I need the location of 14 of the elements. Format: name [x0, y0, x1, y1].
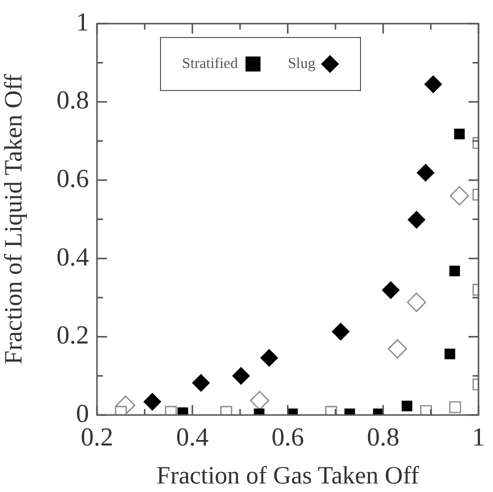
y-tick-label: 1 [76, 7, 89, 36]
legend-label: Slug [288, 56, 316, 72]
y-tick-label: 0.8 [56, 86, 89, 115]
y-tick-label: 0.2 [56, 320, 89, 350]
x-tick-label: 1 [472, 422, 485, 452]
x-axis-title: Fraction of Gas Taken Off [156, 462, 420, 490]
x-tick-label: 0.4 [176, 422, 209, 452]
y-tick-label: 0.6 [56, 164, 89, 193]
y-tick-label: 0.4 [56, 242, 89, 272]
x-tick-label: 0.6 [272, 422, 304, 452]
legend-label: Stratified [182, 56, 238, 72]
y-tick-label: 0 [76, 398, 89, 428]
y-axis-title: Fraction of Liquid Taken Off [0, 73, 28, 364]
x-tick-label: 0.8 [366, 422, 400, 452]
